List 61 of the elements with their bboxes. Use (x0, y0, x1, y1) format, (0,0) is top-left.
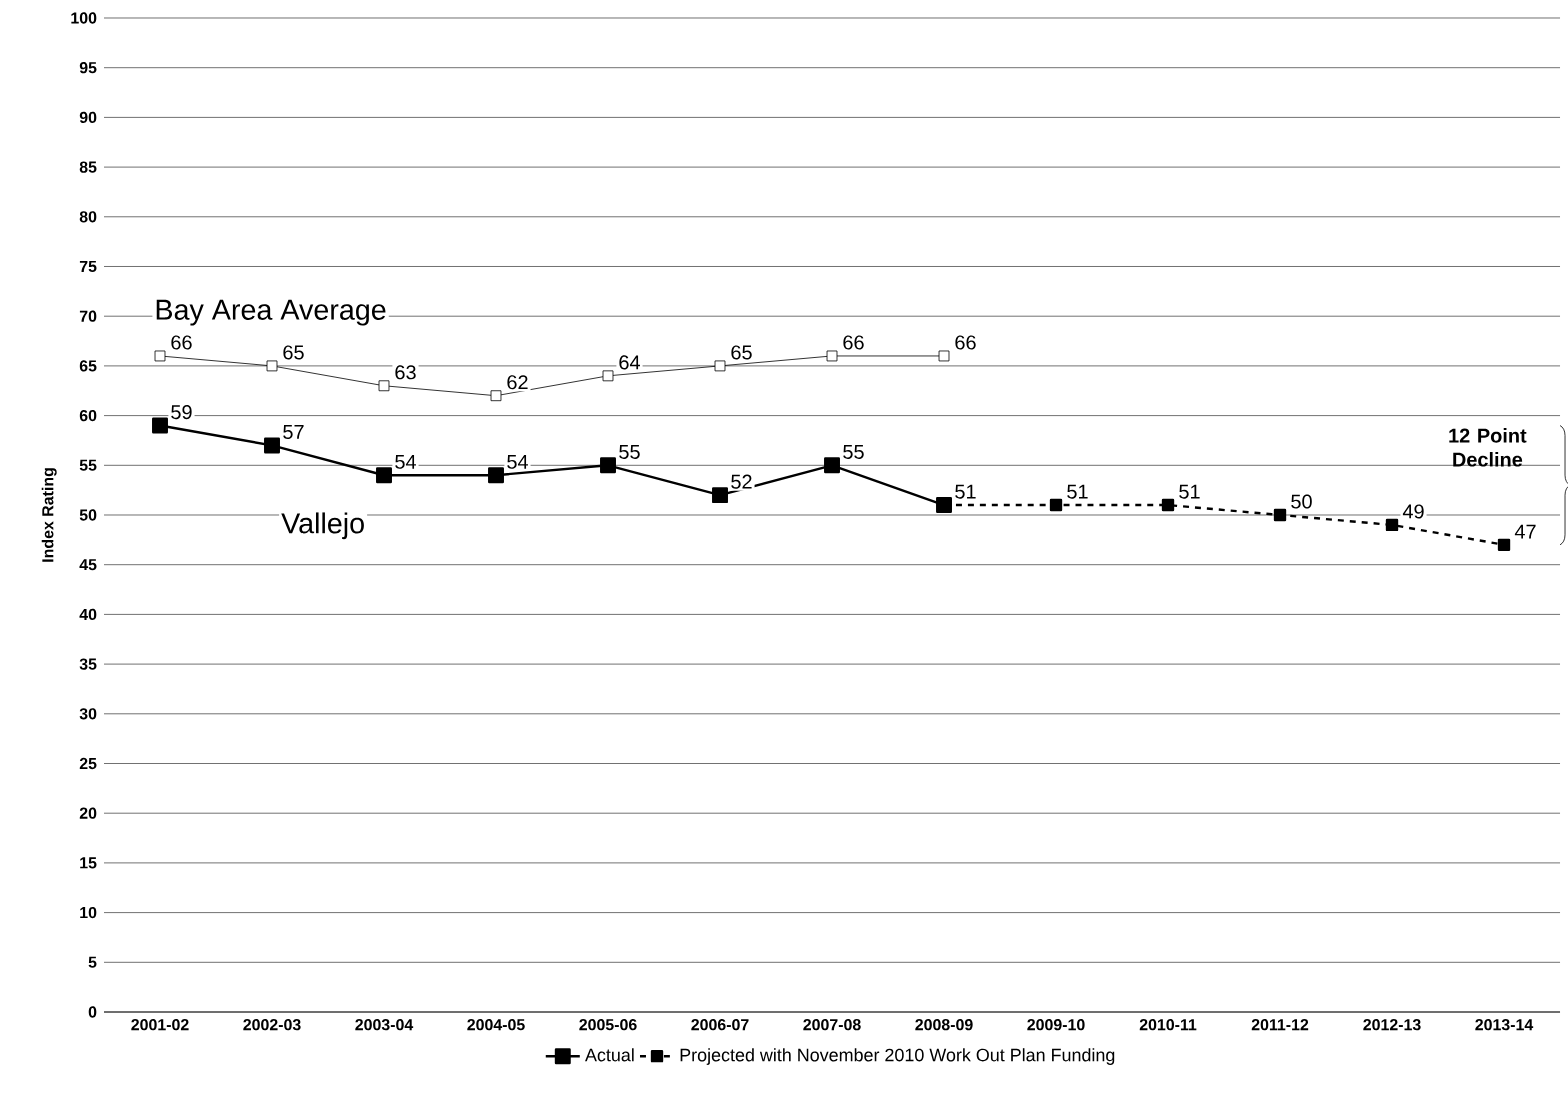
x-tick-label: 2006-07 (691, 1019, 749, 1031)
y-tick-label: 70 (79, 310, 97, 322)
y-tick-label: 80 (79, 211, 97, 223)
x-tick-label: 2005-06 (579, 1019, 637, 1031)
data-label: 54 (395, 454, 416, 469)
x-tick-label: 2003-04 (355, 1019, 414, 1031)
y-tick-label: 65 (79, 360, 97, 372)
y-tick-label: 90 (79, 111, 97, 124)
data-label: 63 (395, 365, 416, 380)
y-tick-label: 15 (80, 857, 97, 869)
y-tick-label: 10 (80, 906, 97, 919)
data-label: 49 (1402, 504, 1424, 519)
x-tick-label: 2012-13 (1363, 1019, 1421, 1031)
y-tick-label: 75 (79, 260, 97, 273)
y-tick-label: 40 (79, 608, 97, 621)
y-tick-label: 20 (79, 807, 97, 819)
data-label: 62 (507, 375, 528, 390)
y-tick-label: 25 (79, 757, 97, 770)
x-tick-label: 2007-08 (803, 1019, 861, 1031)
y-tick-label: 30 (79, 708, 97, 720)
y-tick-label: 50 (79, 509, 97, 521)
data-label: 55 (619, 444, 640, 459)
data-label: 47 (1514, 524, 1536, 539)
x-tick-label: 2009-10 (1027, 1019, 1085, 1031)
data-label: 51 (1179, 484, 1200, 499)
x-tick-label: 2011-12 (1251, 1019, 1309, 1031)
data-label: 66 (843, 335, 864, 350)
data-label: 64 (619, 355, 640, 370)
y-tick-label: 95 (79, 62, 97, 74)
data-label: 66 (955, 335, 976, 350)
data-label: 51 (955, 484, 976, 499)
x-tick-label: 2004-05 (467, 1019, 525, 1031)
series-label: Bay Area Average (156, 299, 386, 326)
x-tick-label: 2013-14 (1475, 1019, 1534, 1031)
data-label: 52 (731, 474, 752, 489)
x-tick-label: 2010-11 (1139, 1019, 1197, 1031)
data-label: 50 (1291, 494, 1312, 509)
data-label: 51 (1067, 484, 1088, 499)
y-axis-title: Index Rating (41, 468, 57, 562)
data-label: 66 (171, 335, 192, 350)
x-tick-label: 2002-03 (243, 1019, 301, 1031)
annotation: 12 Point Decline (1449, 428, 1527, 467)
x-tick-label: 2008-09 (915, 1019, 973, 1031)
annotation: Vallejo (281, 512, 364, 540)
y-tick-label: 85 (79, 161, 97, 173)
data-label: 59 (171, 405, 192, 420)
data-label: 57 (283, 425, 304, 440)
legend-label: Actual (585, 1048, 634, 1062)
y-tick-label: 55 (79, 459, 97, 471)
data-label: 65 (283, 345, 304, 360)
y-tick-label: 0 (88, 1006, 97, 1018)
y-tick-label: 45 (79, 559, 97, 571)
data-label: 65 (731, 345, 752, 360)
data-label: 55 (843, 444, 864, 459)
x-tick-label: 2001-02 (131, 1019, 189, 1031)
y-tick-label: 5 (88, 956, 97, 968)
y-tick-label: 60 (79, 409, 97, 422)
data-label: 54 (507, 454, 528, 469)
y-tick-label: 100 (71, 12, 97, 24)
legend-label: Projected with November 2010 Work Out Plan Funding (680, 1048, 1115, 1065)
y-tick-label: 35 (79, 658, 97, 670)
